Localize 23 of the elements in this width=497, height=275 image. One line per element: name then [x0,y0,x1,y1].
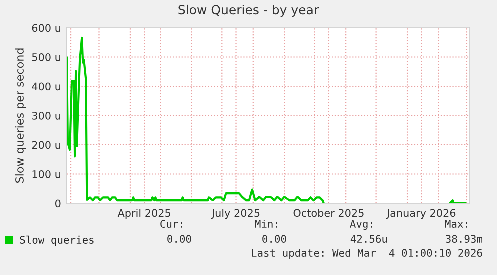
x-tick-label: July 2025 [211,209,260,220]
text: 0.00 [262,235,286,244]
x-tick-label: January 2026 [386,209,456,220]
x-tick-label: April 2025 [118,209,170,220]
y-tick-label: 300 u [32,112,60,120]
text: 38.93m [446,235,483,244]
y-tick-label: 600 u [32,24,60,32]
x-tick-label: October 2025 [294,209,364,218]
y-tick-label: 100 u [32,170,60,178]
text: 42.56u [350,235,388,244]
text: 0.00 [168,235,192,244]
text: Last update: Wed Mar 4 01:00:10 2026 [252,248,482,260]
chart-title: Slow Queries - by year [178,4,320,18]
y-tick-label: 0 [56,200,61,208]
text: Max: [445,220,468,228]
y-tick-label: 400 u [32,82,60,91]
y-tick-label: 500 u [32,53,60,62]
legend-label: Slow queries [20,236,94,246]
text: Min: [255,220,278,228]
text: Avg: [350,220,372,230]
y-axis-title: Slow queries per second [15,48,26,183]
text: Cur: [160,220,182,228]
y-tick-label: 200 u [32,141,60,150]
